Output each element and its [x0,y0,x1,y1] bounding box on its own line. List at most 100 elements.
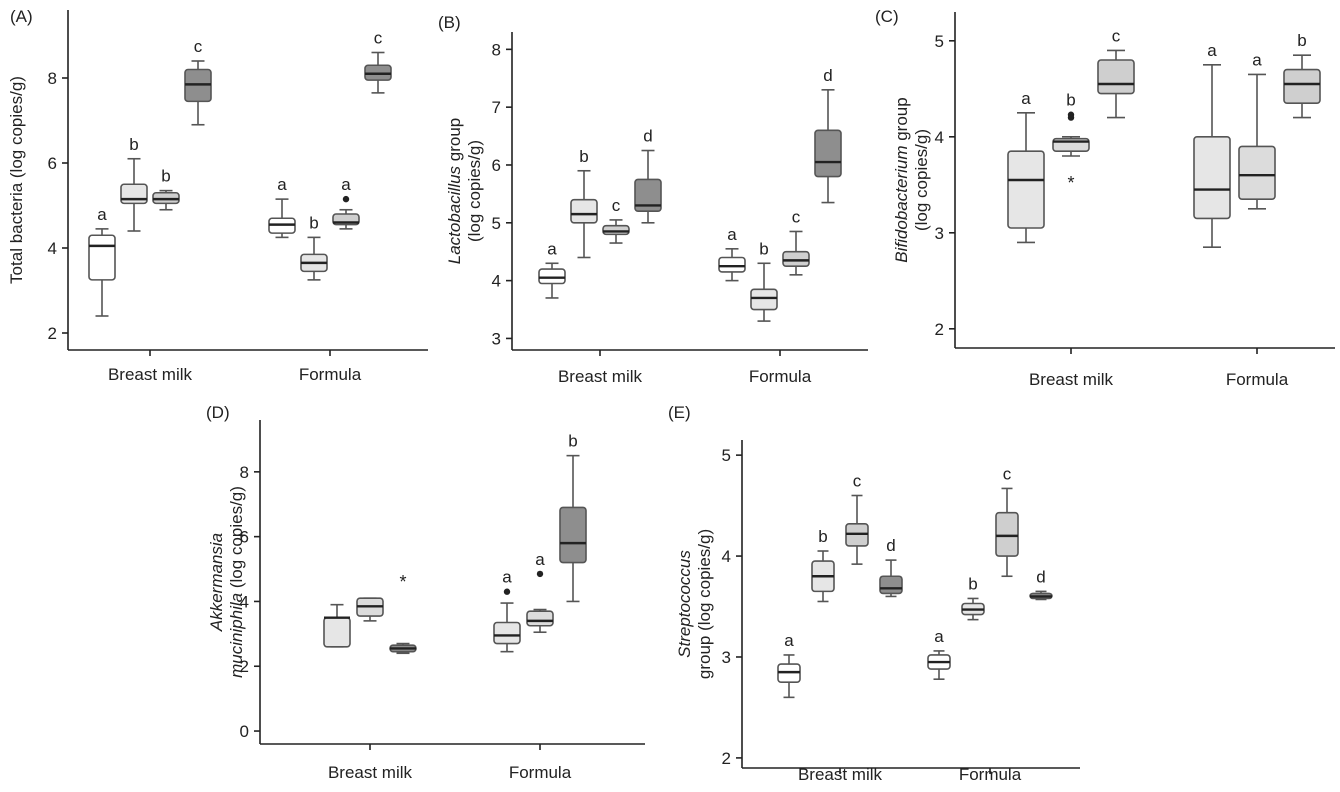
panel-label: (A) [10,7,33,26]
box-plot: b [811,527,835,603]
box-plot [323,603,351,648]
significance-letter: b [759,239,768,258]
box-plot: a [88,205,116,317]
box-iqr [88,234,116,281]
panel-label: (D) [206,403,230,422]
y-axis-label: Akkermansia [207,533,226,632]
significance-letter: b [1066,91,1075,110]
significance-letter: b [818,527,827,546]
x-category-label: Breast milk [798,765,883,784]
box-plot: a [1193,41,1231,248]
y-tick-label: 2 [48,324,57,343]
x-category-label: Breast milk [108,365,193,384]
box-plot: b [750,239,778,322]
box-plot: d [879,536,903,598]
significance-letter: a [547,239,557,258]
box-plot: d [1029,567,1053,601]
box-iqr [1097,59,1135,95]
y-tick-label: 8 [48,69,57,88]
y-axis-label: Lactobacillus group [445,118,464,264]
y-tick-label: 4 [935,128,944,147]
significance-letter: c [1003,464,1012,483]
box-plot: c [364,29,392,94]
significance-letter: c [612,196,621,215]
y-tick-label: 4 [240,592,249,611]
box-plot: a [493,568,521,653]
box-iqr [559,506,587,564]
box-iqr [1193,136,1231,220]
box-plot: b [570,147,598,259]
y-tick-label: 6 [48,154,57,173]
y-axis-label: group (log copies/g) [695,529,714,679]
y-tick-label: 5 [492,214,501,233]
box-plot: c [602,196,630,244]
x-category-label: Breast milk [1029,370,1114,389]
y-tick-label: 6 [240,528,249,547]
box-plot: b [1283,31,1321,119]
x-category-label: Formula [749,367,812,386]
significance-letter: b [1297,31,1306,50]
y-tick-label: 4 [48,239,57,258]
y-tick-label: 4 [722,547,731,566]
panel-label: (E) [668,403,691,422]
box-plot: a [777,631,801,699]
significance-letter: b [309,213,318,232]
box-iqr [782,250,810,267]
box-plot: *b [1052,91,1090,193]
box-plot: a [1007,89,1045,244]
significance-letter: a [727,225,737,244]
box-plot: c [995,464,1019,578]
box-plot: a [718,225,746,282]
box-plot: d [634,127,662,224]
significance-letter: d [643,127,652,146]
significance-letter: a [934,627,944,646]
significance-letter: b [161,167,170,186]
y-tick-label: 3 [492,329,501,348]
significance-letter: a [97,205,107,224]
box-plot: a [538,239,566,299]
y-tick-label: 5 [722,446,731,465]
y-axis-label: muciniphila (log copies/g) [227,486,246,678]
significance-letter: a [341,175,351,194]
chart-a-svg: (A) 2 4 6 8 Total bacteria (log copies/g) Brea… [7,7,428,384]
y-axis-label: (log copies/g) [912,129,931,231]
box-plot [356,597,384,622]
outlier-star: * [1067,173,1074,193]
box-plot: a [268,175,296,239]
y-axis-label: Bifidobacterium group [892,97,911,262]
box-iqr [120,183,148,205]
chart-b-svg: (B) 3 4 5 6 7 8 Lactobacillus group (log copies/… [438,13,868,386]
significance-letter: b [579,147,588,166]
box-iqr [1283,68,1321,104]
panel-label: (B) [438,13,461,32]
box-plot: d [814,66,842,204]
y-tick-label: 6 [492,156,501,175]
x-category-label: Formula [959,765,1022,784]
significance-letter: d [1036,567,1045,586]
box-iqr [814,129,842,178]
significance-letter: a [784,631,794,650]
box-iqr [995,511,1019,557]
chart-panel-a: (A) 2 4 6 8 Total bacteria (log copies/g) Brea… [0,0,430,390]
box-plot: a [332,175,360,230]
box-iqr [750,288,778,311]
significance-letter: c [792,207,801,226]
box-plot: a [927,627,951,680]
outlier-dot [503,588,511,595]
x-category-label: Formula [1226,370,1289,389]
significance-letter: c [374,29,383,48]
x-category-label: Formula [299,365,362,384]
y-axis-label: (log copies/g) [465,140,484,242]
y-tick-label: 4 [492,272,501,291]
significance-letter: a [502,568,512,587]
significance-letter: d [886,536,895,555]
box-iqr [634,178,662,213]
box-plot: c [845,472,869,565]
box-iqr [570,198,598,224]
chart-panel-c: (C) 2 3 4 5 Bifidobacterium group (log copies/… [875,0,1340,395]
box-iqr [879,575,903,595]
box-plot: b [300,213,328,281]
y-tick-label: 3 [935,224,944,243]
box-plot: c [1097,26,1135,119]
